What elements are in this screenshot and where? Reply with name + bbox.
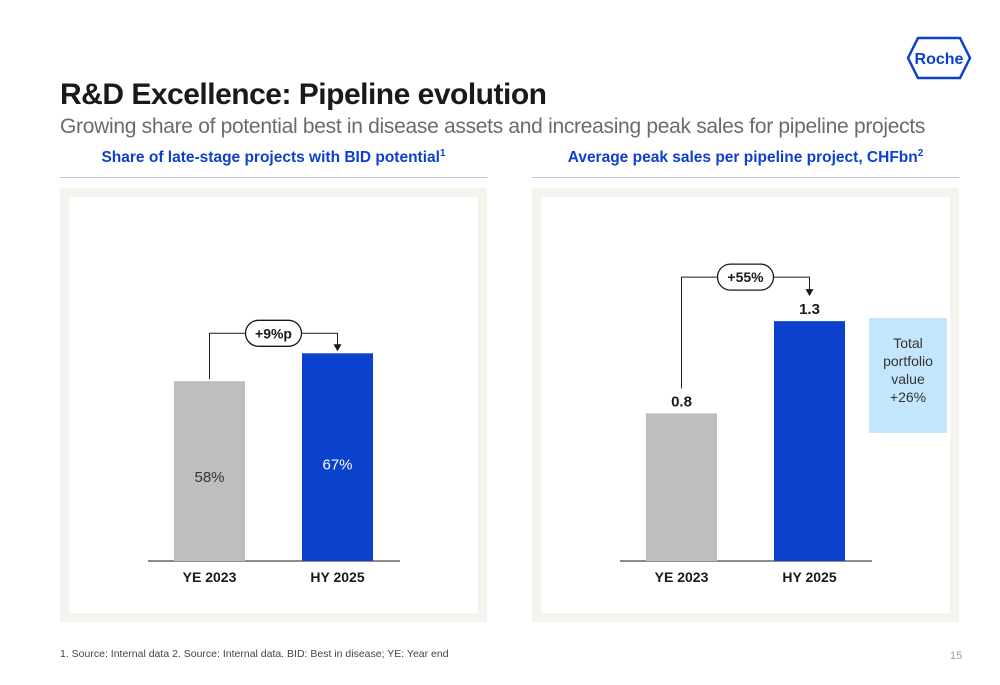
right-chart-title-footnote: 2 bbox=[917, 147, 924, 159]
right-bar-hy2025 bbox=[774, 321, 845, 561]
right-chart: 0.8 1.3 +55% YE 2023 HY 2025 Total portf… bbox=[532, 188, 959, 622]
note-line-2: portfolio bbox=[883, 353, 933, 369]
right-chart-title-text: Average peak sales per pipeline project,… bbox=[567, 149, 918, 166]
left-bar-ye2023 bbox=[174, 381, 245, 561]
note-line-1: Total bbox=[893, 335, 923, 351]
right-chart-title: Average peak sales per pipeline project,… bbox=[532, 147, 959, 167]
left-chart-rule bbox=[60, 177, 487, 178]
right-change-arrowhead bbox=[805, 289, 814, 297]
left-chart-title-footnote: 1 bbox=[439, 147, 446, 159]
right-category-ye2023: YE 2023 bbox=[655, 569, 709, 585]
left-value-label-ye2023: 58% bbox=[194, 469, 224, 486]
page-subtitle: Growing share of potential best in disea… bbox=[60, 115, 926, 138]
left-bar-hy2025 bbox=[302, 353, 373, 561]
right-value-label-ye2023: 0.8 bbox=[671, 393, 692, 410]
left-category-ye2023: YE 2023 bbox=[183, 569, 237, 585]
left-chart-plot-area bbox=[69, 197, 478, 613]
note-line-4: +26% bbox=[890, 389, 926, 405]
right-category-hy2025: HY 2025 bbox=[782, 569, 836, 585]
left-change-badge bbox=[244, 319, 303, 347]
logo-text: Roche bbox=[915, 51, 964, 68]
right-bar-ye2023 bbox=[646, 413, 717, 561]
portfolio-value-note-box bbox=[869, 318, 947, 433]
left-chart-title: Share of late-stage projects with BID po… bbox=[60, 147, 487, 167]
note-line-3: value bbox=[891, 371, 925, 387]
right-change-label: +55% bbox=[727, 269, 764, 285]
roche-logo-icon: Roche bbox=[906, 36, 972, 80]
left-change-label: +9%p bbox=[255, 325, 292, 341]
left-chart-title-text: Share of late-stage projects with BID po… bbox=[101, 149, 440, 166]
right-chart-rule bbox=[532, 177, 959, 178]
footnote: 1. Source: Internal data 2. Source: Inte… bbox=[60, 648, 449, 660]
page-number: 15 bbox=[950, 650, 963, 662]
left-change-arrowhead bbox=[333, 344, 342, 352]
right-change-badge bbox=[716, 263, 775, 291]
left-value-label-hy2025: 67% bbox=[322, 457, 352, 474]
right-value-label-hy2025: 1.3 bbox=[799, 301, 820, 318]
left-chart: 58% 67% +9%p YE 2023 HY 2025 bbox=[60, 188, 487, 622]
page-title: R&D Excellence: Pipeline evolution bbox=[60, 78, 547, 111]
left-category-hy2025: HY 2025 bbox=[310, 569, 364, 585]
